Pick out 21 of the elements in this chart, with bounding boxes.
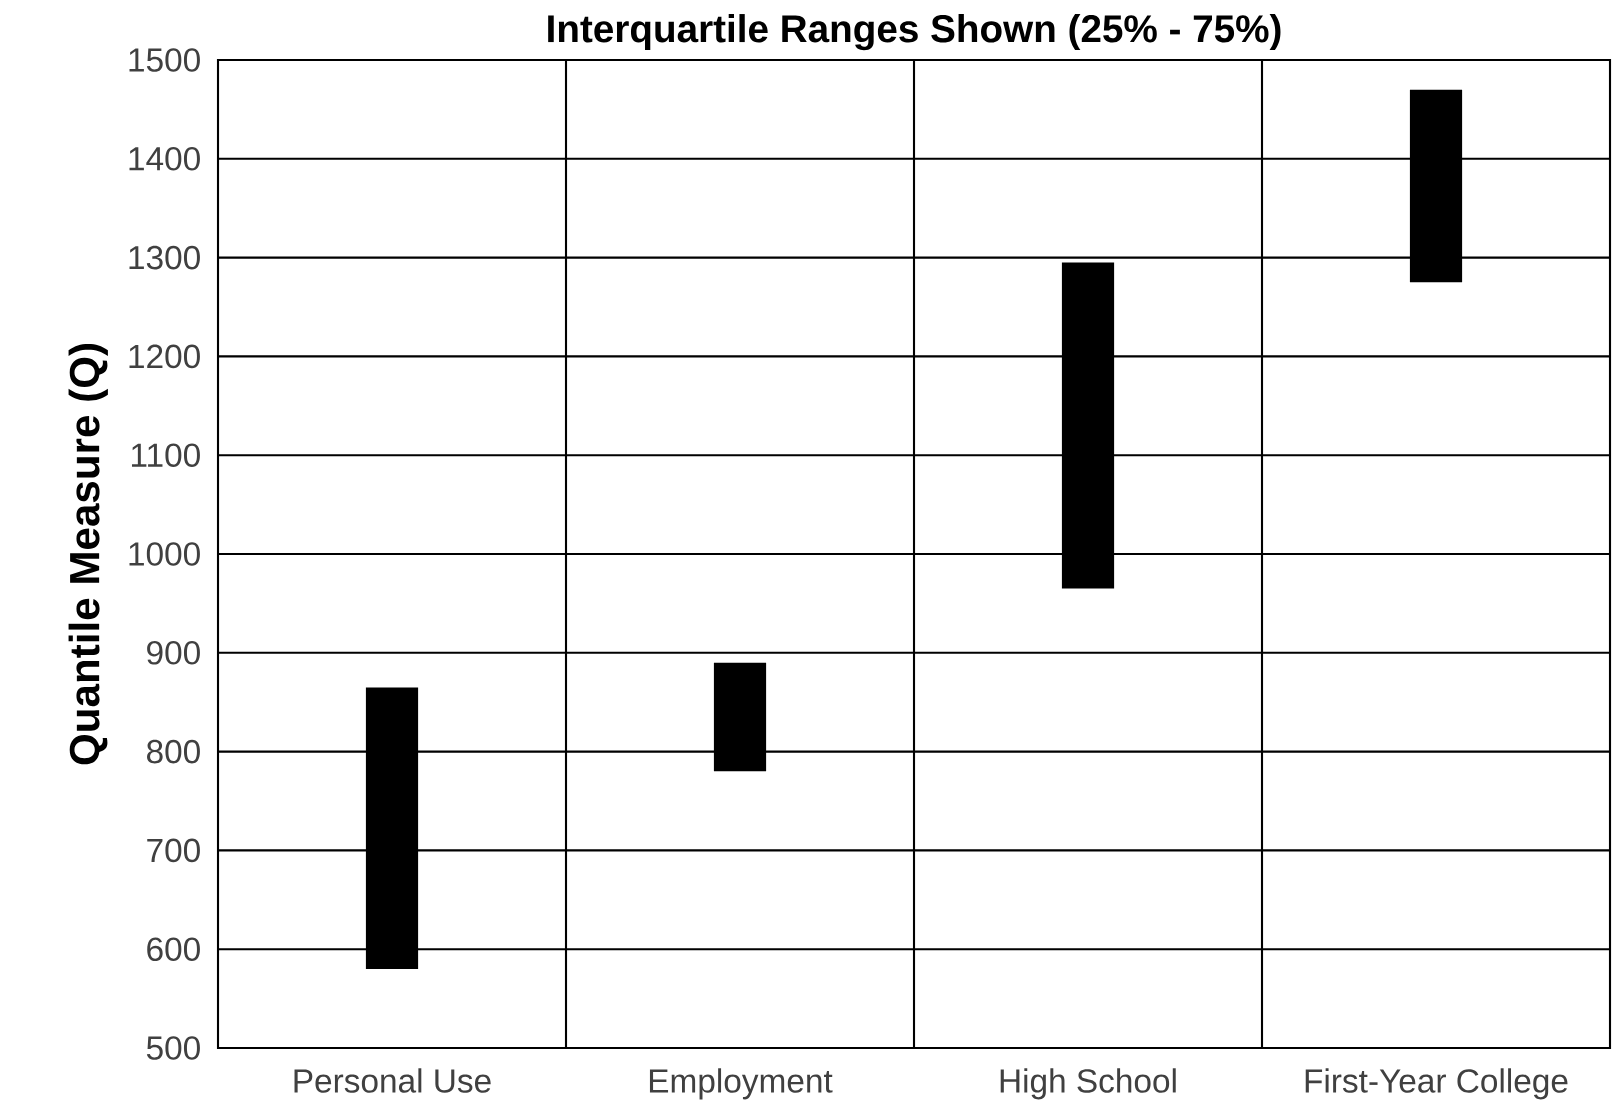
x-tick-label: Personal Use: [294, 1068, 491, 1093]
y-tick-label: 900: [147, 640, 200, 665]
y-tick-label: 500: [146, 1036, 200, 1060]
bar: [1409, 89, 1463, 283]
bar: [1061, 262, 1115, 589]
y-tick-label: 700: [147, 838, 200, 863]
y-tick-label: 1300: [129, 245, 200, 270]
x-tick-label: Employment: [649, 1068, 833, 1100]
y-tick-label: 1200: [129, 344, 200, 369]
y-tick-label: 800: [147, 739, 200, 764]
y-tick-label: 1100: [131, 443, 200, 468]
y-tick-label: 600: [147, 937, 200, 962]
chart-title: Interquartile Ranges Shown (25% - 75%): [548, 14, 1281, 51]
bar: [365, 687, 419, 969]
y-tick-label: 1000: [129, 542, 200, 566]
y-tick-label: 1500: [129, 48, 200, 72]
y-axis-title: Quantile Measure (Q): [68, 344, 108, 765]
y-tick-label: 1400: [129, 146, 200, 171]
bar: [713, 662, 767, 772]
x-tick-label: First-Year College: [1305, 1068, 1568, 1100]
x-tick-label: High School: [1000, 1068, 1176, 1100]
